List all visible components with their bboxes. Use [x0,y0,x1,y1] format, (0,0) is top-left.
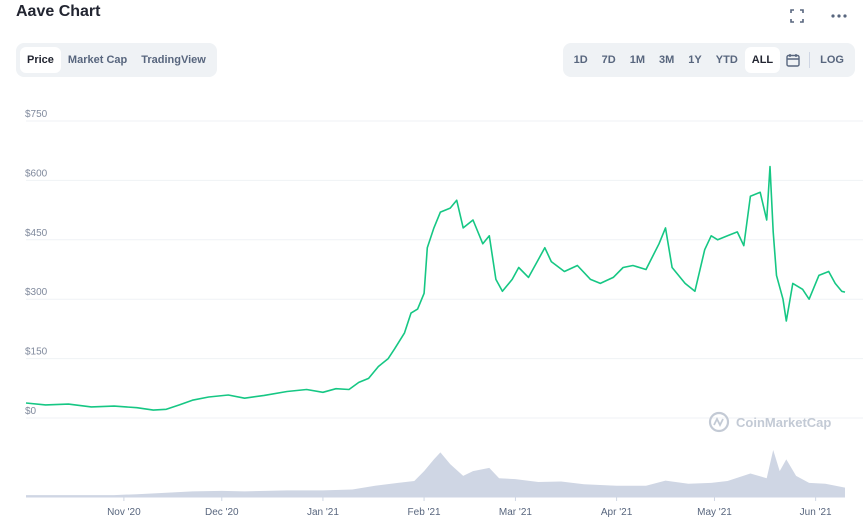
log-toggle[interactable]: LOG [820,54,844,66]
fullscreen-icon[interactable] [787,6,807,26]
price-line [25,165,846,411]
x-tick-label: May '21 [697,507,732,518]
more-icon[interactable] [829,6,849,26]
volume-area [26,450,845,498]
x-tick-label: Dec '20 [205,507,239,518]
range-7d[interactable]: 7D [601,54,616,66]
y-tick-label: $750 [25,109,48,120]
range-all[interactable]: ALL [744,47,781,73]
x-tick-label: Jan '21 [307,507,339,518]
y-tick-label: $600 [25,168,48,179]
range-3m[interactable]: 3M [659,54,675,66]
x-tick-label: Jun '21 [800,507,832,518]
x-tick-label: Mar '21 [499,507,532,518]
x-tick-label: Nov '20 [107,507,141,518]
chart-type-tabs: Price Market Cap TradingView [16,43,217,77]
chart-title: Aave Chart [16,3,101,20]
volume-area-path [26,450,845,497]
tab-market-cap[interactable]: Market Cap [67,54,128,66]
price-chart: $0 $150 $300 $450 $600 $750 Nov '20 Dec '20 Jan… [25,109,863,518]
range-1m[interactable]: 1M [629,54,646,66]
range-selector: 1D 7D 1M 3M 1Y YTD ALL LOG [562,43,855,77]
y-axis-ticks: $0 $150 $300 $450 $600 $750 [25,109,48,417]
calendar-icon[interactable] [780,47,806,73]
range-ytd[interactable]: YTD [715,54,738,66]
x-tick-label: Apr '21 [601,507,633,518]
range-1y[interactable]: 1Y [688,54,702,66]
tab-price[interactable]: Price [20,47,61,73]
top-icons [787,6,849,26]
range-1d[interactable]: 1D [573,54,588,66]
y-tick-label: $0 [25,406,37,417]
tab-tradingview[interactable]: TradingView [141,54,206,66]
divider [809,52,811,68]
y-tick-label: $450 [25,228,48,239]
coinmarketcap-logo-icon [708,411,730,433]
watermark: CoinMarketCap [708,411,831,433]
y-tick-label: $150 [25,347,48,358]
y-tick-label: $300 [25,287,48,298]
price-series [25,165,846,411]
x-axis-ticks: Nov '20 Dec '20 Jan '21 Feb '21 Mar '21 Apr '… [107,497,832,518]
watermark-text: CoinMarketCap [736,415,831,430]
grid-lines [26,120,863,419]
x-tick-label: Feb '21 [408,507,441,518]
